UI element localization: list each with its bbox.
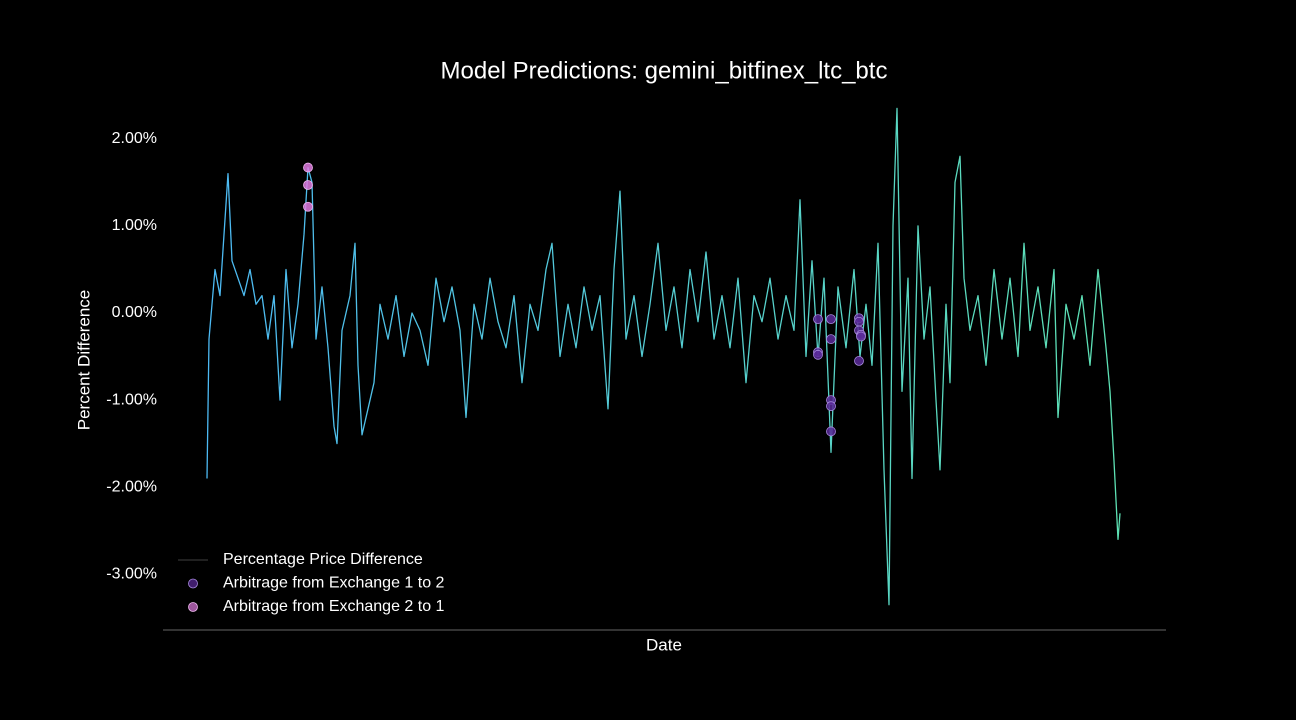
arbitrage-point: [854, 356, 864, 366]
arbitrage-point: [856, 331, 866, 342]
y-tick-label: 2.00%: [112, 130, 157, 147]
y-tick-label: 1.00%: [112, 217, 157, 234]
x-axis-label: Date: [646, 635, 682, 654]
arbitrage-point: [826, 334, 836, 345]
legend-label: Arbitrage from Exchange 1 to 2: [223, 575, 445, 592]
y-tick-label: 0.00%: [112, 304, 157, 321]
arbitrage-point: [813, 314, 823, 325]
arbitrage-point: [303, 162, 313, 173]
legend-label: Arbitrage from Exchange 2 to 1: [223, 598, 445, 615]
arbitrage-point: [826, 426, 836, 437]
arbitrage-point: [303, 201, 313, 212]
y-tick-label: -2.00%: [106, 478, 157, 495]
arbitrage-point: [854, 316, 864, 327]
chart-title: Model Predictions: gemini_bitfinex_ltc_b…: [441, 57, 888, 84]
legend-label: Percentage Price Difference: [223, 551, 423, 568]
y-axis-label: Percent Difference: [74, 290, 93, 430]
arbitrage-point: [826, 401, 836, 412]
y-tick-label: -1.00%: [106, 391, 157, 408]
arbitrage-point: [826, 314, 836, 325]
legend-marker: [188, 602, 198, 612]
arbitrage-point: [813, 349, 823, 360]
y-tick-label: -3.00%: [106, 565, 157, 582]
legend-marker: [188, 578, 198, 589]
price-difference-line: [206, 107, 1121, 606]
arbitrage-point: [303, 180, 313, 190]
